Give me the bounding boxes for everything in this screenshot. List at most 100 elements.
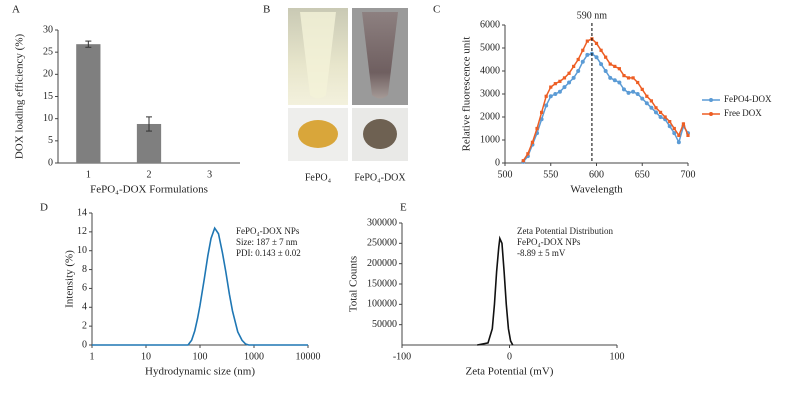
point xyxy=(585,39,589,43)
y-tick-label: 25 xyxy=(43,46,53,57)
y-tick-label: 0 xyxy=(495,157,500,168)
panel-letter: C xyxy=(433,4,440,16)
bar xyxy=(76,44,101,163)
x-axis-title: Wavelength xyxy=(570,184,623,196)
y-tick-label: 2000 xyxy=(480,111,500,122)
x-tick-label: 2 xyxy=(147,169,152,180)
y-tick-label: 50000 xyxy=(372,319,397,330)
point xyxy=(672,126,676,131)
x-tick-label: 10000 xyxy=(296,351,321,362)
y-tick-label: 300000 xyxy=(367,217,397,228)
y-tick-label: 3000 xyxy=(480,88,500,99)
y-tick-label: 150000 xyxy=(367,278,397,289)
y-tick-label: 10 xyxy=(43,113,53,124)
point xyxy=(540,110,544,114)
point xyxy=(599,48,603,52)
point xyxy=(654,106,658,110)
point xyxy=(672,131,677,136)
photo-label: FePO₄ xyxy=(305,172,332,183)
panel-letter: E xyxy=(400,202,407,214)
x-axis-title: Hydrodynamic size (nm) xyxy=(145,366,255,378)
point xyxy=(681,122,686,126)
x-axis-title: Zeta Potential (mV) xyxy=(466,366,554,378)
point xyxy=(549,85,553,89)
photo-panel: FePO₄ FePO₄-DOX xyxy=(288,8,408,183)
annotation: PDI: 0.143 ± 0.02 xyxy=(236,248,301,258)
point xyxy=(572,64,576,68)
point xyxy=(621,87,626,92)
y-tick-label: 14 xyxy=(77,207,87,218)
y-tick-label: 10 xyxy=(77,245,87,256)
x-tick-label: 100 xyxy=(610,351,625,362)
point xyxy=(558,79,562,83)
point xyxy=(636,80,640,85)
y-tick-label: 5 xyxy=(48,135,53,146)
point xyxy=(677,133,681,137)
x-tick-label: 10 xyxy=(141,351,151,362)
y-tick-label: 12 xyxy=(77,226,87,237)
point xyxy=(663,115,667,119)
y-tick-label: 6 xyxy=(82,283,87,294)
line xyxy=(477,235,514,346)
y-axis-title: DOX loading efficiency (%) xyxy=(14,34,26,160)
point xyxy=(649,99,653,103)
point xyxy=(544,103,549,108)
point xyxy=(622,74,626,78)
point xyxy=(553,82,557,86)
point xyxy=(526,152,530,156)
point xyxy=(548,94,553,99)
point xyxy=(640,87,644,91)
point xyxy=(604,55,608,59)
point xyxy=(530,140,535,144)
y-tick-label: 0 xyxy=(48,157,53,168)
point xyxy=(544,94,548,98)
point xyxy=(649,105,654,110)
point xyxy=(631,76,635,80)
point xyxy=(617,80,622,85)
y-tick-label: 5000 xyxy=(480,42,500,53)
point xyxy=(613,64,617,68)
point xyxy=(631,89,636,94)
y-tick-label: 4 xyxy=(82,302,87,313)
point xyxy=(658,110,663,114)
x-tick-label: 1000 xyxy=(244,351,264,362)
point xyxy=(644,101,649,106)
point xyxy=(585,52,590,57)
y-axis-title: Relative fluorescence unit xyxy=(461,37,473,152)
point xyxy=(562,76,567,80)
y-tick-label: 8 xyxy=(82,264,87,275)
powder xyxy=(363,119,397,149)
point xyxy=(567,71,571,75)
point xyxy=(608,62,612,66)
legend-marker xyxy=(709,112,713,116)
point xyxy=(640,96,645,101)
line xyxy=(92,226,308,346)
x-tick-label: 0 xyxy=(507,351,512,362)
point xyxy=(580,59,585,64)
point xyxy=(594,41,599,45)
y-tick-label: 250000 xyxy=(367,238,397,249)
legend-label: Free DOX xyxy=(724,108,762,118)
point xyxy=(535,126,539,131)
x-tick-label: 100 xyxy=(193,351,208,362)
point xyxy=(571,75,576,80)
y-axis-title: Intensity (%) xyxy=(64,250,76,308)
y-tick-label: 20 xyxy=(43,69,53,80)
photo-label: FePO₄-DOX xyxy=(354,172,406,183)
y-tick-label: 6000 xyxy=(480,19,500,30)
tube-shape xyxy=(300,12,336,99)
legend-marker xyxy=(709,98,713,102)
x-tick-label: 550 xyxy=(543,169,558,180)
point xyxy=(617,67,621,71)
x-axis-title: FePO₄-DOX Formulations xyxy=(90,184,208,196)
x-tick-label: 3 xyxy=(207,169,212,180)
y-tick-label: 4000 xyxy=(480,65,500,76)
x-tick-label: 700 xyxy=(681,169,696,180)
point xyxy=(576,57,580,62)
x-tick-label: -100 xyxy=(393,351,411,362)
reference-label: 590 nm xyxy=(577,10,608,21)
powder xyxy=(298,120,338,148)
point xyxy=(594,55,599,60)
point xyxy=(599,62,604,67)
